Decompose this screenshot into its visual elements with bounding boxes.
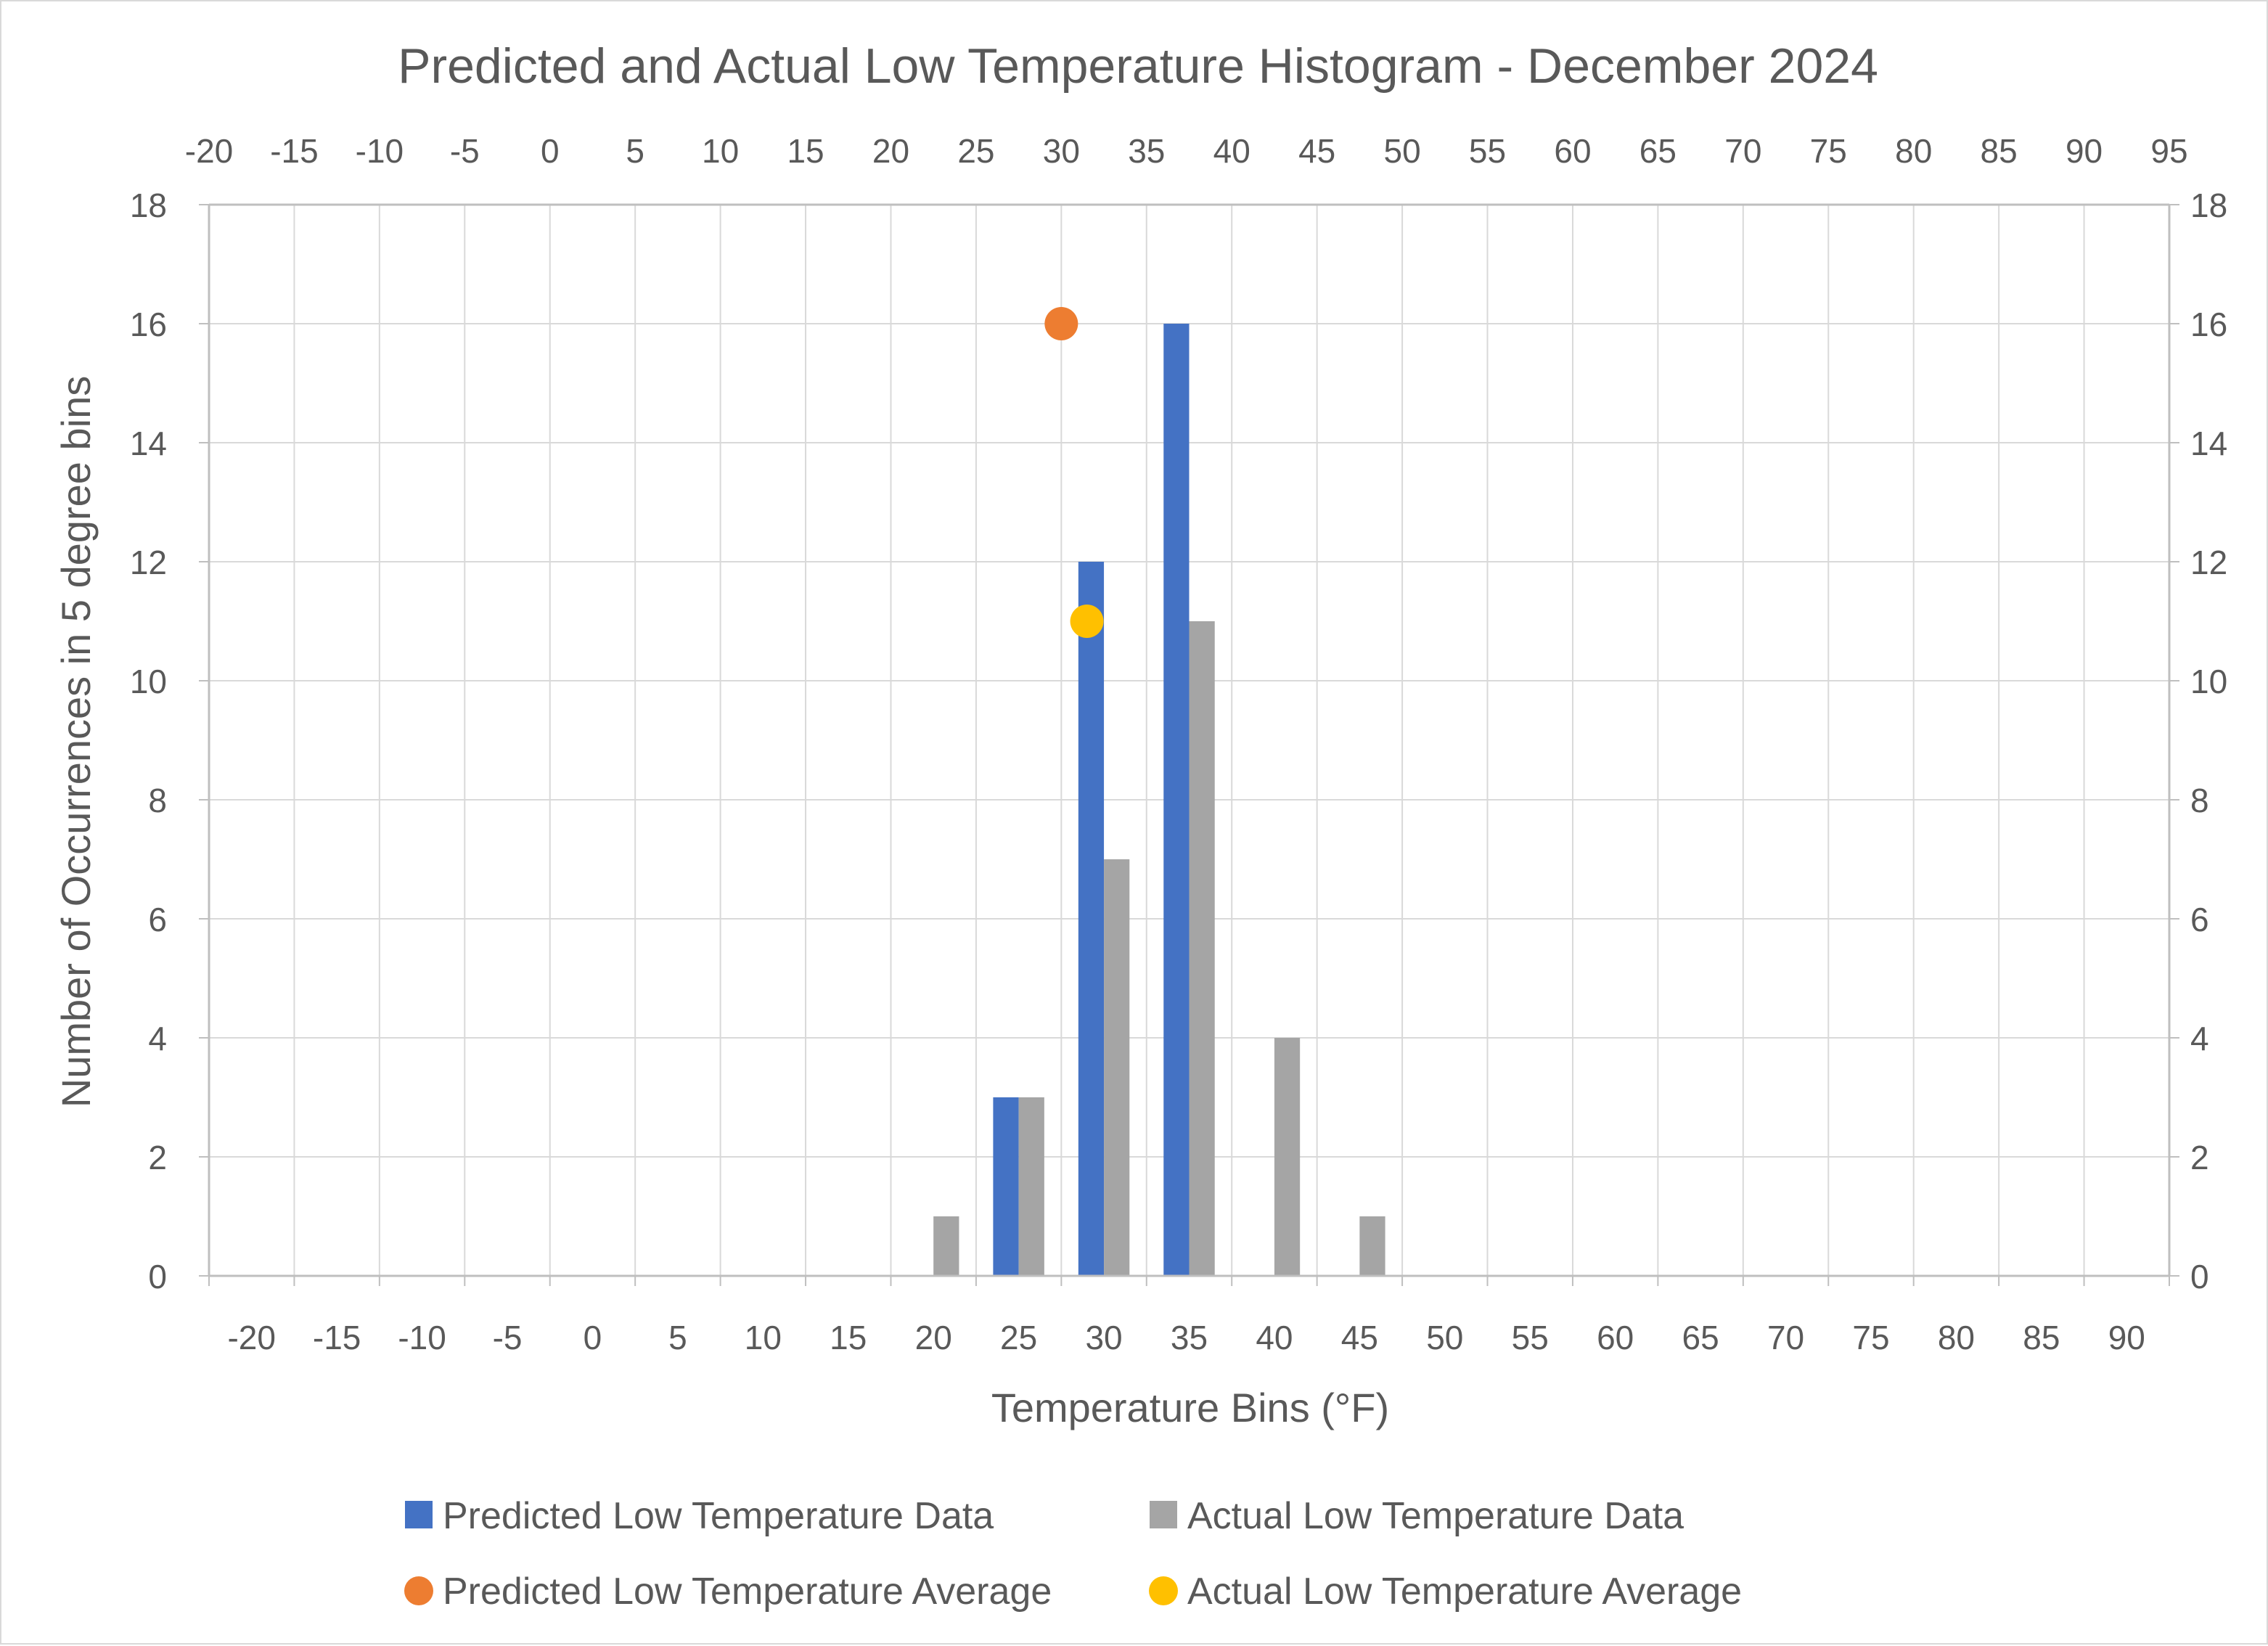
y2-tick-label: 14: [2190, 425, 2227, 462]
x-tick-label: -10: [398, 1319, 446, 1356]
y-tick-label: 16: [130, 306, 167, 343]
top-tick-label: 80: [1895, 132, 1932, 170]
y2-tick-label: 18: [2190, 187, 2227, 224]
bars: [933, 324, 1385, 1276]
y2-tick-label: 0: [2190, 1258, 2209, 1295]
x-tick-label: 50: [1426, 1319, 1463, 1356]
top-tick-label: 95: [2150, 132, 2187, 170]
top-tick-label: 50: [1384, 132, 1421, 170]
top-tick-label: 90: [2066, 132, 2103, 170]
predicted-bar-30: [1078, 562, 1105, 1276]
axes: [199, 203, 2179, 1286]
y-tick-label: 18: [130, 187, 167, 224]
y-tick-label: 0: [148, 1258, 167, 1295]
y2-tick-label: 10: [2190, 663, 2227, 700]
top-tick-label: 70: [1724, 132, 1761, 170]
legend-label: Actual Low Temperature Data: [1187, 1495, 1684, 1537]
x-tick-label: 0: [584, 1319, 602, 1356]
x-tick-label: 90: [2108, 1319, 2145, 1356]
x-tick-label: 70: [1767, 1319, 1804, 1356]
top-tick-label: 20: [872, 132, 909, 170]
y-axis-title: Number of Occurrences in 5 degree bins: [53, 376, 99, 1108]
x-tick-label: 80: [1938, 1319, 1975, 1356]
top-tick-label: 0: [541, 132, 560, 170]
x-tick-label: 35: [1171, 1319, 1208, 1356]
top-tick-label: 25: [957, 132, 994, 170]
chart-title: Predicted and Actual Low Temperature His…: [398, 38, 1878, 94]
gridlines: [208, 204, 2170, 1277]
x-tick-label: -15: [313, 1319, 361, 1356]
x-tick-label: -20: [227, 1319, 275, 1356]
actual-bar-25: [1018, 1097, 1044, 1276]
actual-average-point: [1070, 605, 1104, 638]
x-tick-label: 65: [1682, 1319, 1719, 1356]
top-tick-label: 60: [1554, 132, 1591, 170]
y2-tick-label: 12: [2190, 544, 2227, 581]
x-tick-label: 10: [745, 1319, 782, 1356]
x-tick-label: 25: [1000, 1319, 1037, 1356]
actual-average-legend-marker: [1149, 1576, 1178, 1605]
x-tick-label: 30: [1085, 1319, 1122, 1356]
actual-data-legend-swatch: [1150, 1501, 1177, 1528]
top-tick-label: 30: [1043, 132, 1080, 170]
x-axis-title: Temperature Bins (°F): [991, 1385, 1389, 1430]
legend: Predicted Low Temperature Data Actual Low…: [404, 1495, 1742, 1613]
predicted-average-legend-marker: [404, 1576, 433, 1605]
y-tick-label: 4: [148, 1020, 167, 1057]
top-tick-label: 10: [702, 132, 739, 170]
top-tick-label: 35: [1128, 132, 1165, 170]
top-tick-label: 75: [1810, 132, 1847, 170]
top-tick-label: 65: [1639, 132, 1677, 170]
actual-bar-35: [1189, 621, 1215, 1276]
y-tick-label: 6: [148, 901, 167, 938]
predicted-bar-35: [1163, 324, 1190, 1276]
x-tick-label: 60: [1597, 1319, 1634, 1356]
top-tick-label: 45: [1298, 132, 1335, 170]
x-tick-label: -5: [493, 1319, 523, 1356]
predicted-bar-25: [993, 1097, 1019, 1276]
y-tick-label: 2: [148, 1139, 167, 1176]
x-tick-label: 55: [1512, 1319, 1549, 1356]
y-tick-label: 14: [130, 425, 167, 462]
actual-bar-30: [1104, 859, 1130, 1276]
legend-label: Predicted Low Temperature Data: [443, 1495, 994, 1537]
average-markers: [1044, 307, 1104, 638]
legend-label: Predicted Low Temperature Average: [443, 1571, 1052, 1613]
y-tick-label: 8: [148, 782, 167, 819]
x-tick-label: 75: [1852, 1319, 1889, 1356]
y2-tick-label: 2: [2190, 1139, 2209, 1176]
top-tick-label: 55: [1469, 132, 1506, 170]
top-tick-label: 40: [1213, 132, 1250, 170]
actual-bar-20: [933, 1216, 959, 1276]
actual-bar-45: [1359, 1216, 1385, 1276]
top-tick-label: 85: [1981, 132, 2018, 170]
x-tick-label: 5: [668, 1319, 687, 1356]
x-tick-label: 15: [830, 1319, 867, 1356]
y-tick-label: 12: [130, 544, 167, 581]
legend-label: Actual Low Temperature Average: [1187, 1571, 1742, 1613]
top-tick-label: -10: [356, 132, 404, 170]
y-tick-label: 10: [130, 663, 167, 700]
y2-tick-label: 6: [2190, 901, 2209, 938]
x-tick-label: 40: [1256, 1319, 1293, 1356]
predicted-data-legend-swatch: [405, 1501, 433, 1528]
top-tick-label: -15: [270, 132, 318, 170]
actual-bar-40: [1274, 1038, 1301, 1276]
x-tick-label: 85: [2023, 1319, 2060, 1356]
predicted-average-point: [1044, 307, 1078, 340]
x-tick-label: 45: [1341, 1319, 1378, 1356]
y2-tick-label: 4: [2190, 1020, 2209, 1057]
top-tick-label: -20: [185, 132, 233, 170]
top-tick-label: -5: [450, 132, 480, 170]
x-tick-label: 20: [915, 1319, 952, 1356]
y2-tick-label: 16: [2190, 306, 2227, 343]
top-tick-label: 5: [626, 132, 644, 170]
y2-tick-label: 8: [2190, 782, 2209, 819]
top-tick-label: 15: [787, 132, 824, 170]
